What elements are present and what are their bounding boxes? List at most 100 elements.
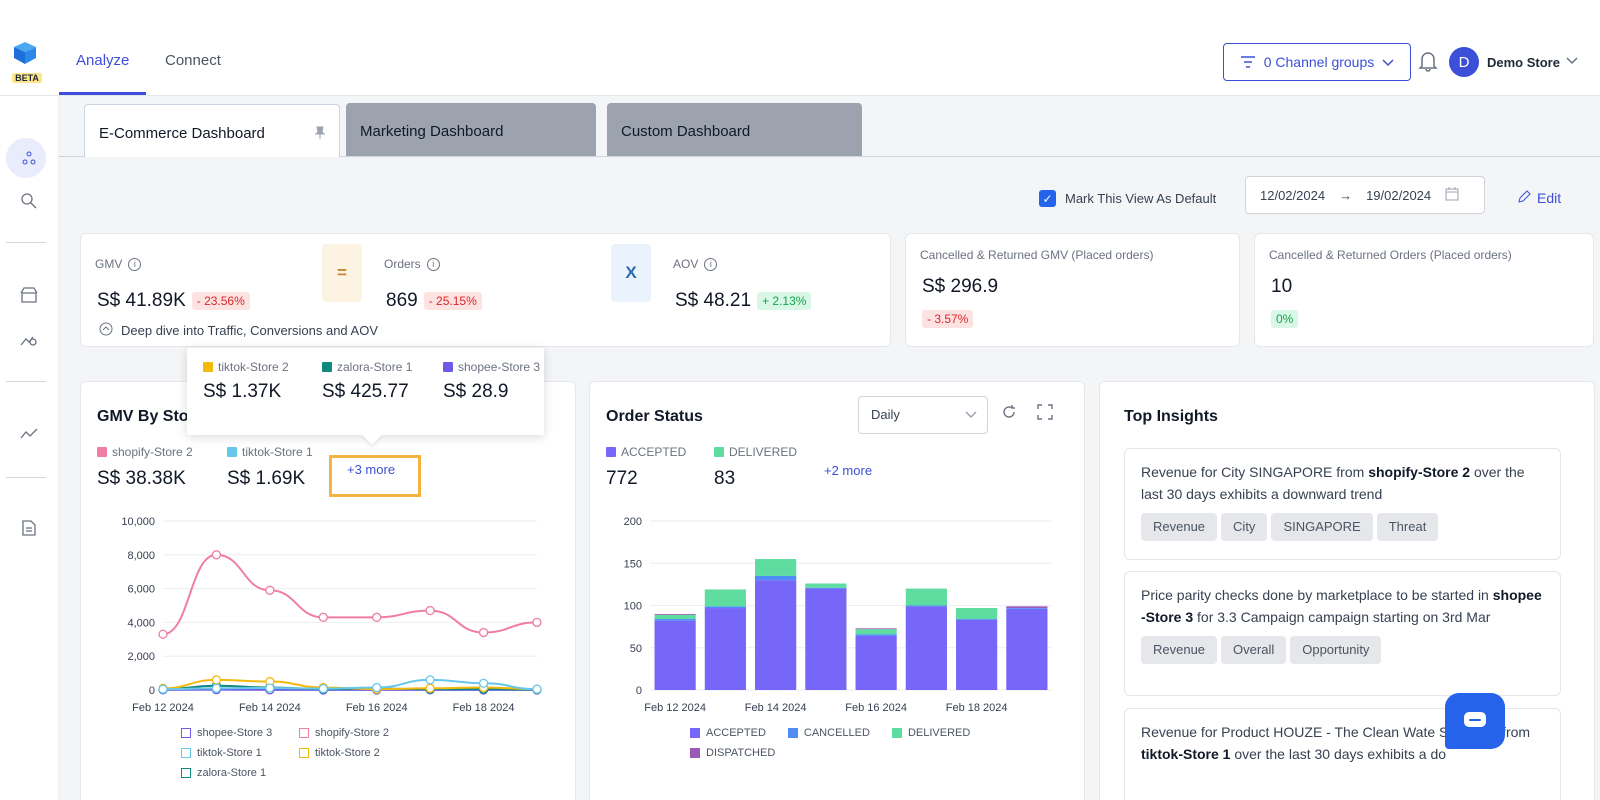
bottom-legend-item[interactable]: ACCEPTED bbox=[690, 727, 766, 739]
aov-change-badge: + 2.13% bbox=[757, 291, 812, 310]
bottom-legend-item[interactable]: DELIVERED bbox=[891, 727, 970, 739]
trend-icon[interactable] bbox=[18, 423, 40, 445]
insight-text-part: Price parity checks done by marketplace … bbox=[1141, 587, 1493, 603]
insight-tag[interactable]: Overall bbox=[1221, 636, 1287, 664]
legend-shopify-store-2[interactable]: shopify-Store 2 bbox=[97, 445, 193, 459]
bar-dispatched bbox=[855, 628, 897, 630]
legend-value-accepted: 772 bbox=[606, 468, 638, 489]
sidebar-divider bbox=[6, 381, 46, 382]
mark-default-label: Mark This View As Default bbox=[1065, 191, 1217, 206]
legend-swatch bbox=[203, 362, 213, 372]
bottom-legend-item[interactable]: zalora-Store 1 bbox=[181, 767, 281, 779]
chat-icon bbox=[1464, 712, 1486, 727]
fullscreen-icon[interactable] bbox=[1037, 404, 1053, 425]
bottom-legend-item[interactable]: tiktok-Store 1 bbox=[181, 747, 281, 759]
mark-default-checkbox[interactable]: ✓ Mark This View As Default bbox=[1039, 190, 1216, 207]
bar-delivered bbox=[855, 629, 897, 635]
insight-tag[interactable]: SINGAPORE bbox=[1271, 513, 1373, 541]
insight-tag[interactable]: City bbox=[1221, 513, 1268, 541]
data-point-shopify-store-2 bbox=[478, 627, 489, 638]
channel-groups-button[interactable]: 0 Channel groups bbox=[1223, 43, 1411, 81]
insight-tag[interactable]: Revenue bbox=[1141, 636, 1218, 664]
report-icon[interactable] bbox=[18, 517, 40, 539]
x-tick-label: Feb 18 2024 bbox=[453, 702, 515, 714]
info-icon[interactable]: i bbox=[426, 257, 440, 271]
bottom-legend-item[interactable]: shopify-Store 2 bbox=[299, 727, 399, 739]
data-point-shopify-store-2 bbox=[318, 612, 328, 622]
check-icon[interactable]: ✓ bbox=[1039, 190, 1056, 207]
legend-label: CANCELLED bbox=[803, 727, 870, 739]
logo-icon bbox=[14, 42, 36, 64]
insight-tag[interactable]: Revenue bbox=[1141, 513, 1218, 541]
legend-tiktok-store-1[interactable]: tiktok-Store 1 bbox=[227, 445, 313, 459]
edit-button[interactable]: Edit bbox=[1518, 190, 1561, 206]
info-icon[interactable]: i bbox=[704, 257, 718, 271]
bar-cancelled bbox=[704, 606, 746, 609]
tooltip-item-tiktok-store-2[interactable]: tiktok-Store 2 bbox=[203, 360, 289, 374]
cancelled-orders-badge-wrap: 0% bbox=[1265, 310, 1299, 328]
refresh-icon[interactable] bbox=[1001, 404, 1017, 425]
bar-cancelled bbox=[956, 619, 998, 620]
app-logo[interactable]: BETA bbox=[12, 40, 42, 83]
legend-delivered[interactable]: DELIVERED bbox=[714, 445, 797, 459]
tab-marketing-dashboard[interactable]: Marketing Dashboard bbox=[346, 103, 596, 156]
aov-value: S$ 48.21 + 2.13% bbox=[675, 290, 812, 312]
bottom-legend-item[interactable]: DISPATCHED bbox=[690, 747, 775, 759]
bottom-legend-item[interactable]: tiktok-Store 2 bbox=[299, 747, 399, 759]
legend-swatch bbox=[787, 728, 798, 738]
gmv-label: GMV i bbox=[95, 257, 142, 271]
legend-swatch bbox=[891, 728, 902, 738]
search-insights-icon[interactable] bbox=[18, 190, 40, 212]
chevron-down-icon bbox=[1382, 54, 1394, 70]
pin-icon[interactable] bbox=[314, 126, 326, 142]
more-legend-link[interactable]: +3 more bbox=[347, 462, 396, 477]
tooltip-item-zalora-store-1[interactable]: zalora-Store 1 bbox=[322, 360, 412, 374]
legend-accepted[interactable]: ACCEPTED bbox=[606, 445, 686, 459]
multiply-operator: X bbox=[611, 244, 651, 302]
bar-accepted bbox=[956, 619, 998, 690]
tooltip-item-shopee-store-3[interactable]: shopee-Store 3 bbox=[443, 360, 540, 374]
insight-card[interactable]: Price parity checks done by marketplace … bbox=[1124, 571, 1561, 696]
legend-swatch bbox=[181, 768, 191, 778]
analytics-search-icon[interactable] bbox=[18, 328, 40, 350]
info-icon[interactable]: i bbox=[128, 257, 142, 271]
data-point-tiktok-store-1 bbox=[318, 683, 328, 694]
store-name[interactable]: Demo Store bbox=[1487, 55, 1560, 70]
data-point-tiktok-store-1 bbox=[372, 682, 382, 693]
gmv-by-store-card: GMV By Sto shopify-Store 2 S$ 38.38K tik… bbox=[80, 381, 576, 800]
store-chevron-down-icon[interactable] bbox=[1566, 53, 1578, 68]
order-status-card: Order Status Daily ACCEPTED 772 DELIVERE… bbox=[589, 381, 1085, 800]
y-tick-label: 10,000 bbox=[121, 516, 155, 528]
data-point-tiktok-store-1 bbox=[211, 683, 222, 693]
date-range-picker[interactable]: 12/02/2024 → 19/02/2024 bbox=[1245, 176, 1485, 214]
tab-label: Custom Dashboard bbox=[621, 123, 751, 140]
insight-tag[interactable]: Opportunity bbox=[1290, 636, 1382, 664]
tab-ecommerce-dashboard[interactable]: E-Commerce Dashboard bbox=[84, 104, 340, 157]
deep-dive-link[interactable]: Deep dive into Traffic, Conversions and … bbox=[99, 322, 378, 339]
sidebar-divider bbox=[6, 242, 46, 243]
more-legend-link[interactable]: +2 more bbox=[824, 463, 873, 478]
data-point-tiktok-store-1 bbox=[425, 675, 435, 685]
granularity-dropdown[interactable]: Daily bbox=[858, 396, 988, 434]
insight-text-part: over the last 30 days exhibits a do bbox=[1230, 746, 1447, 762]
bottom-legend-item[interactable]: CANCELLED bbox=[787, 727, 870, 739]
cancelled-gmv-label: Cancelled & Returned GMV (Placed orders) bbox=[920, 248, 1154, 262]
insight-card[interactable]: Revenue for City SINGAPORE from shopify-… bbox=[1124, 448, 1561, 560]
store-icon[interactable] bbox=[18, 284, 40, 306]
nav-tab-connect[interactable]: Connect bbox=[165, 52, 221, 69]
data-point-tiktok-store-2 bbox=[211, 675, 222, 685]
bottom-legend-item[interactable]: shopee-Store 3 bbox=[181, 727, 281, 739]
y-tick-label: 8,000 bbox=[127, 550, 155, 562]
legend-swatch bbox=[299, 748, 309, 758]
dashboard-nodes-icon[interactable] bbox=[18, 147, 40, 169]
avatar[interactable]: D bbox=[1449, 47, 1479, 77]
gmv-change-badge: - 23.56% bbox=[191, 291, 250, 310]
insight-tag[interactable]: Threat bbox=[1376, 513, 1439, 541]
chat-support-button[interactable] bbox=[1445, 693, 1505, 749]
nav-tab-analyze[interactable]: Analyze bbox=[76, 52, 130, 69]
legend-swatch bbox=[299, 728, 309, 738]
tab-custom-dashboard[interactable]: Custom Dashboard bbox=[607, 103, 862, 156]
legend-label: shopify-Store 2 bbox=[315, 727, 389, 739]
x-tick-label: Feb 18 2024 bbox=[946, 702, 1008, 714]
bell-icon[interactable] bbox=[1418, 50, 1438, 77]
